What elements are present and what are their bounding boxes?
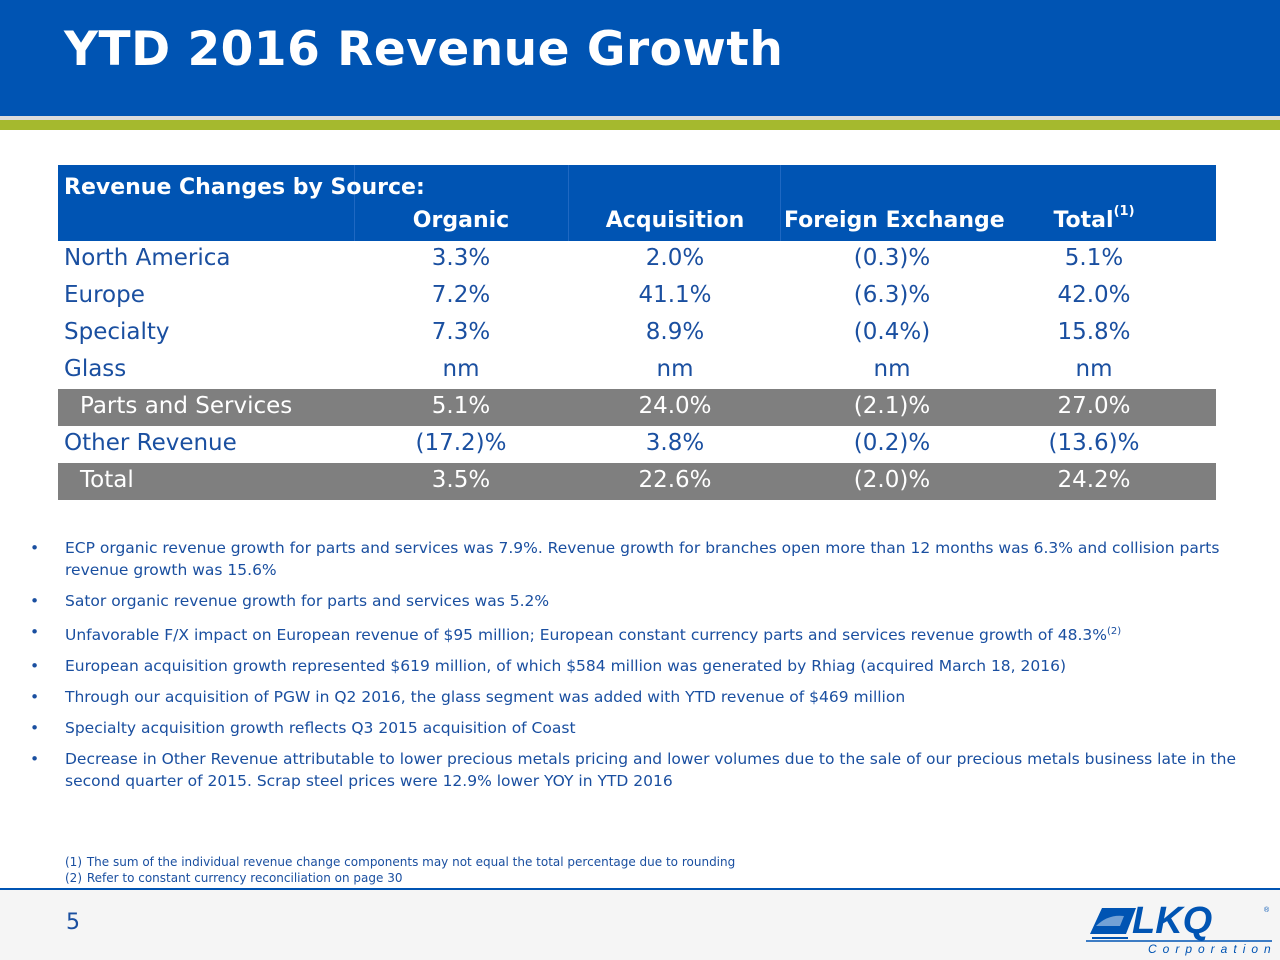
cell-organic: 3.3% — [431, 245, 491, 271]
cell-acquisition: 3.8% — [645, 430, 705, 456]
bullet-dot: • — [30, 592, 40, 610]
column-divider — [354, 165, 355, 241]
bullet-dot: • — [30, 750, 40, 769]
cell-acquisition: 41.1% — [638, 282, 712, 308]
row-label: Total — [80, 467, 134, 493]
cell-organic: (17.2)% — [415, 430, 507, 456]
table-row: Glass nm nm nm nm — [58, 352, 1216, 389]
cell-foreign-exchange: (0.4%) — [853, 319, 931, 345]
footnote-text: The sum of the individual revenue change… — [86, 855, 736, 869]
cell-organic: 7.3% — [431, 319, 491, 345]
cell-acquisition: 22.6% — [638, 467, 712, 493]
row-label: Other Revenue — [64, 430, 237, 456]
bullet-text: Unfavorable F/X impact on European reven… — [65, 626, 1108, 645]
row-label: Glass — [64, 356, 127, 382]
footer-bar — [0, 890, 1280, 960]
cell-acquisition: 24.0% — [638, 393, 712, 419]
footnote: (1) The sum of the individual revenue ch… — [65, 854, 735, 870]
column-header-organic: Organic — [412, 208, 510, 233]
logo-subtext: Corporation — [1148, 942, 1272, 956]
column-header-total: Total(1) — [1024, 204, 1164, 233]
footnote-number: (1) — [65, 855, 82, 869]
table-total-row: Total 3.5% 22.6% (2.0)% 24.2% — [58, 463, 1216, 500]
bullet-dot: • — [30, 688, 40, 707]
header-bar: YTD 2016 Revenue Growth — [0, 0, 1280, 116]
cell-total: nm — [1075, 356, 1113, 382]
cell-acquisition: nm — [656, 356, 694, 382]
footnote: (2) Refer to constant currency reconcili… — [65, 870, 735, 886]
registered-mark-icon: ® — [1264, 906, 1270, 914]
page-number: 5 — [66, 910, 80, 935]
bullet-dot: • — [30, 657, 40, 676]
bullet-dot: • — [30, 719, 40, 738]
bullet-item: • European acquisition growth represented… — [30, 655, 1250, 677]
cell-organic: nm — [442, 356, 480, 382]
row-label: Specialty — [64, 319, 170, 345]
cell-total: 5.1% — [1064, 245, 1124, 271]
bullet-text: European acquisition growth represented … — [65, 657, 1067, 676]
cell-organic: 5.1% — [431, 393, 491, 419]
cell-foreign-exchange: nm — [873, 356, 911, 382]
bullet-item: • Unfavorable F/X impact on European reve… — [30, 621, 1250, 646]
bullet-dot: • — [30, 539, 40, 557]
cell-foreign-exchange: (2.1)% — [853, 393, 931, 419]
table-subtotal-row: Parts and Services 5.1% 24.0% (2.1)% 27.… — [58, 389, 1216, 426]
column-header-acquisition: Acquisition — [605, 208, 745, 233]
cell-total: 24.2% — [1057, 467, 1131, 493]
bullet-text: Sator organic revenue growth for parts a… — [65, 592, 550, 610]
cell-acquisition: 8.9% — [645, 319, 705, 345]
cell-organic: 3.5% — [431, 467, 491, 493]
cell-foreign-exchange: (6.3)% — [853, 282, 931, 308]
cell-organic: 7.2% — [431, 282, 491, 308]
table-row: North America 3.3% 2.0% (0.3)% 5.1% — [58, 241, 1216, 278]
bullet-dot: • — [30, 623, 40, 641]
bullet-item: • Through our acquisition of PGW in Q2 20… — [30, 686, 1250, 708]
row-label: North America — [64, 245, 231, 271]
footnote-ref-2: (2) — [1107, 626, 1122, 637]
table-row: Other Revenue (17.2)% 3.8% (0.2)% (13.6)… — [58, 426, 1216, 463]
table-caption: Revenue Changes by Source: — [64, 175, 425, 200]
table-row: Europe 7.2% 41.1% (6.3)% 42.0% — [58, 278, 1216, 315]
lkq-logo: LKQ ® Corporation — [1086, 900, 1272, 956]
cell-total: 15.8% — [1057, 319, 1131, 345]
bullet-item: • Sator organic revenue growth for parts … — [30, 590, 1250, 612]
bullet-text: Through our acquisition of PGW in Q2 201… — [65, 688, 906, 707]
bullet-text: Specialty acquisition growth reflects Q3… — [65, 719, 576, 738]
bullet-text: ECP organic revenue growth for parts and… — [65, 539, 1220, 579]
bullet-item: • Decrease in Other Revenue attributable … — [30, 748, 1250, 792]
bullet-text: Decrease in Other Revenue attributable t… — [65, 750, 1236, 791]
header-divider — [0, 116, 1280, 120]
bullet-list: • ECP organic revenue growth for parts an… — [30, 537, 1250, 801]
cell-total: 27.0% — [1057, 393, 1131, 419]
column-header-foreign-exchange: Foreign Exchange — [784, 208, 1005, 233]
cell-acquisition: 2.0% — [645, 245, 705, 271]
bullet-item: • ECP organic revenue growth for parts an… — [30, 537, 1250, 581]
table-row: Specialty 7.3% 8.9% (0.4%) 15.8% — [58, 315, 1216, 352]
footnote-ref-1: (1) — [1113, 204, 1135, 219]
page-title: YTD 2016 Revenue Growth — [64, 22, 784, 77]
cell-foreign-exchange: (0.3)% — [853, 245, 931, 271]
cell-total: (13.6)% — [1048, 430, 1140, 456]
footnotes: (1) The sum of the individual revenue ch… — [65, 854, 735, 886]
logo-car-icon — [1090, 908, 1136, 939]
cell-foreign-exchange: (0.2)% — [853, 430, 931, 456]
footer-divider — [0, 888, 1280, 890]
bullet-item: • Specialty acquisition growth reflects Q… — [30, 717, 1250, 739]
column-divider — [568, 165, 569, 241]
footnote-number: (2) — [65, 871, 82, 885]
footnote-text: Refer to constant currency reconciliatio… — [86, 871, 403, 885]
row-label: Parts and Services — [80, 393, 293, 419]
header-accent-stripe — [0, 120, 1280, 130]
cell-foreign-exchange: (2.0)% — [853, 467, 931, 493]
cell-total: 42.0% — [1057, 282, 1131, 308]
column-header-total-label: Total — [1053, 208, 1114, 233]
table-header: Revenue Changes by Source: Organic Acqui… — [58, 165, 1216, 241]
row-label: Europe — [64, 282, 145, 308]
column-divider — [780, 165, 781, 241]
logo-wordmark: LKQ — [1132, 900, 1212, 942]
